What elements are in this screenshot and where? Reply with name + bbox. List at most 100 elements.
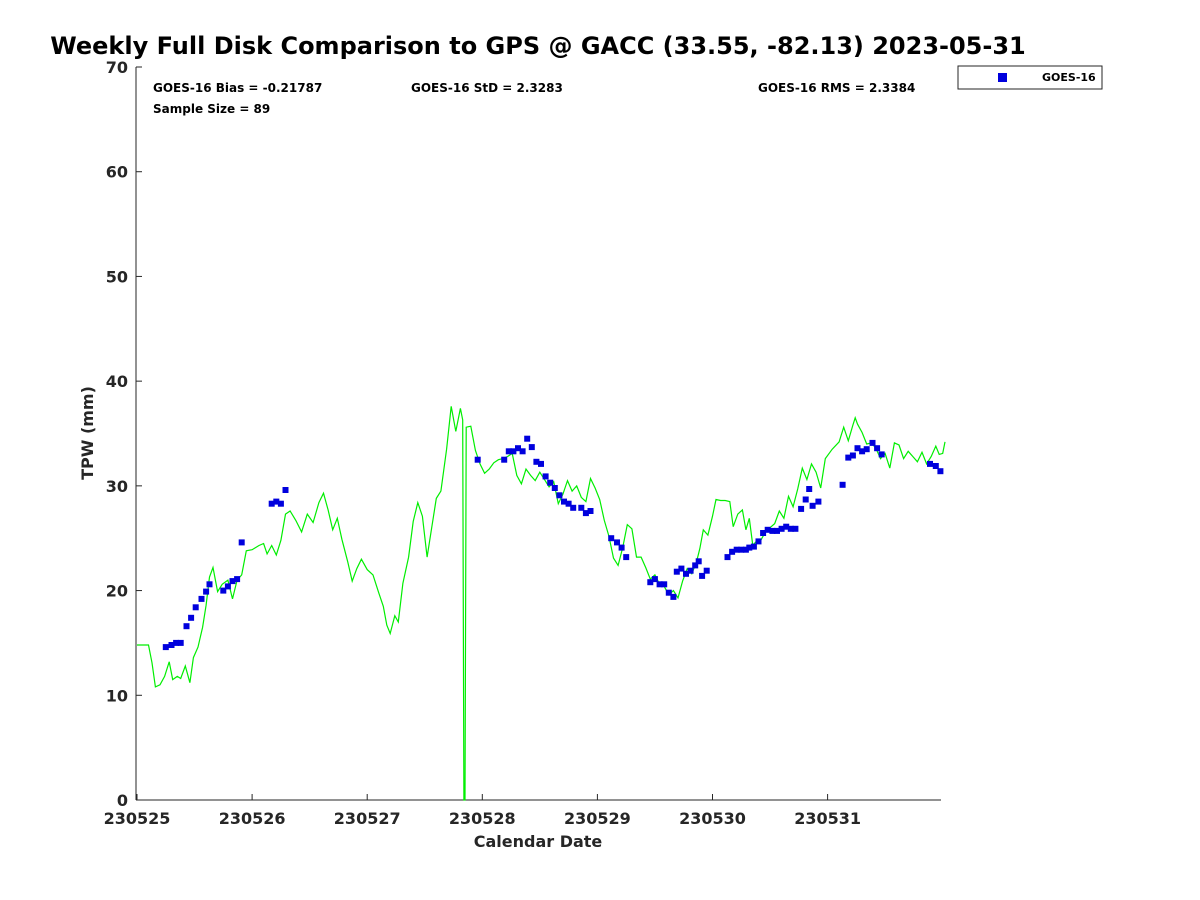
- goes16-point: [878, 451, 885, 458]
- x-tick-label: 230530: [679, 809, 746, 828]
- goes16-point: [863, 446, 870, 453]
- goes16-point: [687, 567, 694, 574]
- goes16-point: [198, 595, 205, 602]
- goes16-point: [570, 504, 577, 511]
- goes16-point: [533, 458, 540, 465]
- x-tick-label: 230529: [564, 809, 631, 828]
- goes16-point: [618, 544, 625, 551]
- goes16-point: [798, 505, 805, 512]
- goes16-point: [547, 479, 554, 486]
- goes16-point: [699, 572, 706, 579]
- goes16-point: [787, 525, 794, 532]
- goes16-point: [678, 565, 685, 572]
- legend-marker-goes16: [998, 73, 1007, 82]
- goes16-point: [792, 525, 799, 532]
- goes16-point: [556, 492, 563, 499]
- goes16-point: [623, 554, 630, 561]
- goes16-point: [474, 456, 481, 463]
- x-tick-label: 230528: [449, 809, 516, 828]
- goes16-point: [582, 510, 589, 517]
- y-tick-label: 40: [106, 372, 128, 391]
- plot-area: [135, 67, 941, 801]
- x-tick-label: 230525: [104, 809, 171, 828]
- x-tick-label: 230531: [794, 809, 861, 828]
- goes16-point: [750, 543, 757, 550]
- goes16-point: [268, 500, 275, 507]
- x-tick-label: 230526: [219, 809, 286, 828]
- goes16-point: [162, 644, 169, 651]
- goes16-point: [510, 448, 517, 455]
- gps-line: [137, 406, 946, 801]
- goes16-point: [760, 530, 767, 536]
- y-tick-label: 70: [106, 58, 128, 77]
- goes16-point: [542, 473, 549, 480]
- goes16-point: [932, 463, 939, 469]
- goes16-series: [162, 435, 944, 651]
- goes16-point: [806, 486, 813, 492]
- stat-bias: GOES-16 Bias = -0.21787: [153, 81, 322, 95]
- goes16-point: [874, 445, 881, 452]
- goes16-point: [661, 581, 668, 588]
- goes16-point: [746, 544, 753, 551]
- y-tick-label: 50: [106, 267, 128, 286]
- goes16-point: [524, 435, 531, 442]
- goes16-point: [869, 439, 876, 446]
- goes16-point: [528, 444, 535, 451]
- goes16-point: [665, 589, 672, 596]
- goes16-point: [501, 456, 508, 463]
- y-tick-label: 30: [106, 477, 128, 496]
- goes16-point: [656, 581, 663, 588]
- goes16-point: [647, 579, 654, 586]
- goes16-point: [802, 496, 809, 503]
- goes16-point: [673, 568, 680, 575]
- goes16-point: [234, 576, 241, 583]
- goes16-point: [755, 538, 762, 545]
- y-tick-label: 60: [106, 163, 128, 182]
- stat-rms: GOES-16 RMS = 2.3384: [758, 81, 915, 95]
- goes16-point: [505, 448, 512, 455]
- x-ticks: 230525 230526 230527 230528 230529 230530 2305…: [104, 794, 861, 828]
- goes16-point: [282, 487, 289, 493]
- chart-title: Weekly Full Disk Comparison to GPS @ GAC…: [50, 32, 1026, 60]
- goes16-point: [183, 623, 190, 630]
- goes16-point: [168, 642, 175, 648]
- goes16-point: [273, 498, 280, 505]
- goes16-point: [839, 481, 846, 488]
- goes16-point: [733, 546, 740, 553]
- y-tick-label: 0: [117, 791, 128, 810]
- x-tick-label: 230527: [334, 809, 401, 828]
- goes16-point: [769, 527, 776, 534]
- goes16-point: [538, 460, 544, 467]
- goes16-point: [729, 548, 736, 555]
- goes16-point: [859, 448, 866, 455]
- goes16-point: [238, 539, 245, 546]
- goes16-point: [738, 546, 745, 553]
- gps-series: [137, 406, 946, 801]
- goes16-point: [608, 535, 615, 542]
- stat-sample-size: Sample Size = 89: [153, 102, 270, 116]
- y-tick-label: 10: [106, 686, 128, 705]
- goes16-point: [742, 546, 749, 553]
- goes16-point: [778, 525, 785, 532]
- legend-label-goes16: GOES-16: [1042, 71, 1096, 84]
- x-axis-label: Calendar Date: [474, 832, 603, 851]
- goes16-point: [173, 639, 180, 646]
- goes16-point: [670, 593, 677, 600]
- goes16-point: [849, 452, 856, 459]
- goes16-point: [551, 485, 558, 491]
- goes16-point: [764, 526, 771, 533]
- goes16-point: [515, 445, 521, 452]
- goes16-point: [188, 614, 195, 621]
- goes16-point: [695, 558, 702, 565]
- goes16-point: [561, 498, 567, 505]
- goes16-point: [774, 527, 780, 534]
- goes16-point: [220, 587, 227, 594]
- goes16-point: [192, 604, 199, 611]
- goes16-point: [229, 578, 236, 585]
- goes16-point: [937, 468, 944, 475]
- goes16-point: [692, 562, 699, 569]
- goes16-point: [614, 539, 620, 546]
- goes16-point: [587, 508, 594, 514]
- goes16-point: [206, 581, 213, 588]
